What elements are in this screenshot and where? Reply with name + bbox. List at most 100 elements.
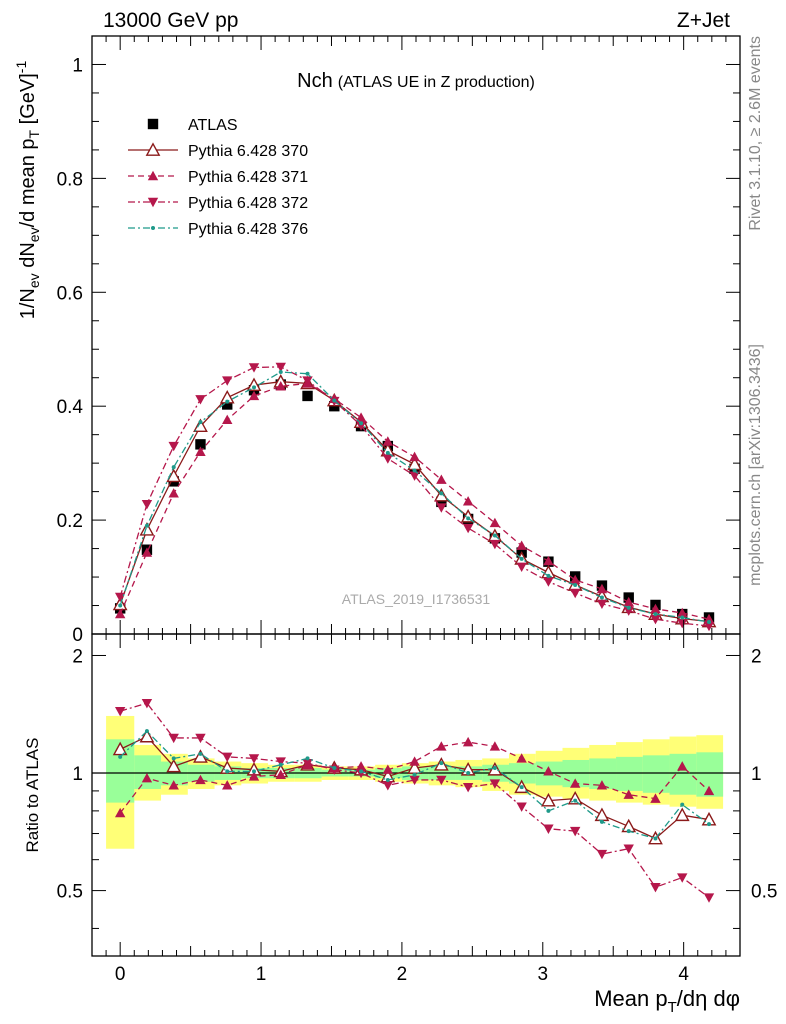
ratio-data-point — [541, 792, 556, 807]
series-0 — [114, 379, 715, 623]
data-point — [168, 441, 179, 452]
ratio-data-point — [516, 753, 527, 763]
y-tick-label: 1 — [72, 55, 83, 76]
data-point — [412, 468, 417, 473]
data-point — [166, 468, 182, 483]
ratio-data-point — [626, 829, 631, 834]
ratio-data-point — [492, 766, 497, 771]
y-tick-label: 0.4 — [57, 397, 84, 418]
ratio-data-point — [436, 775, 447, 786]
x-axis-label: Mean pT/dη dφ — [594, 986, 740, 1016]
data-point — [302, 376, 313, 386]
ratio-data-point — [248, 754, 260, 764]
main-y-axis-label: 1/Nev dNev/d mean pT [GeV]-1 — [13, 61, 42, 320]
ratio-data-point — [623, 844, 634, 854]
ratio-data-point — [466, 771, 471, 776]
data-point — [680, 615, 685, 620]
ratio-data-point — [703, 785, 715, 796]
data-point — [516, 562, 527, 572]
ratio-data-point — [275, 757, 286, 767]
ratio-data-point — [680, 802, 685, 807]
data-point — [118, 603, 123, 608]
data-point — [492, 533, 497, 538]
x-tick-label: 4 — [678, 964, 689, 985]
data-point — [596, 599, 608, 610]
legend-label: Pythia 6.428 370 — [188, 143, 308, 160]
ratio-data-point — [385, 777, 390, 782]
data-point — [382, 436, 394, 446]
series-4 — [118, 370, 712, 625]
ratio-data-point — [594, 807, 610, 822]
data-point — [703, 613, 715, 624]
ratio-y-tick-label-right: 1 — [751, 764, 762, 785]
data-point — [599, 595, 604, 600]
data-point — [248, 390, 260, 401]
data-point — [543, 577, 554, 587]
data-point — [355, 412, 367, 422]
data-point — [139, 522, 155, 536]
data-point — [248, 363, 260, 373]
ratio-y-axis-label: Ratio to ATLAS — [23, 738, 42, 853]
ratio-series-1 — [114, 736, 715, 818]
ratio-data-point — [599, 819, 604, 824]
ratio-data-point — [112, 741, 128, 756]
y-tick-label: 0.2 — [57, 511, 83, 532]
ratio-data-point — [409, 775, 420, 786]
data-point — [332, 398, 337, 403]
x-tick-label: 3 — [537, 964, 548, 985]
ratio-data-point — [332, 766, 337, 771]
ratio-data-point — [195, 774, 206, 785]
ratio-data-point — [225, 769, 230, 774]
ratio-data-point — [567, 790, 583, 805]
ratio-series-line-3 — [119, 730, 710, 840]
data-point — [302, 390, 313, 402]
y-tick-label: 0.8 — [57, 169, 83, 190]
data-point — [466, 516, 471, 521]
data-point — [171, 465, 176, 470]
data-point — [626, 605, 631, 610]
data-point — [569, 588, 581, 599]
ratio-data-point — [462, 782, 474, 793]
legend-label: Pythia 6.428 371 — [188, 169, 308, 186]
series-1 — [112, 374, 717, 628]
x-tick-label: 2 — [397, 964, 408, 985]
ratio-data-point — [252, 769, 256, 774]
data-point — [569, 574, 581, 585]
ratio-data-point — [302, 758, 313, 769]
data-point — [355, 421, 367, 431]
plot-title: Nch (ATLAS UE in Z production) — [297, 70, 535, 92]
data-point — [623, 596, 634, 607]
ratio-data-point — [436, 741, 447, 751]
legend-marker — [147, 197, 159, 208]
data-point — [519, 556, 524, 561]
ratio-data-point — [222, 780, 233, 790]
ratio-data-point — [409, 756, 420, 766]
ratio-series-2 — [114, 698, 715, 903]
ratio-series-line-2 — [119, 702, 710, 899]
data-point — [141, 547, 153, 557]
ratio-y-tick-label-right: 0.5 — [751, 882, 777, 903]
data-point — [246, 377, 262, 392]
data-point — [596, 583, 608, 594]
ratio-data-point — [382, 764, 394, 774]
ratio-data-point — [674, 807, 690, 822]
series-3 — [114, 362, 715, 632]
data-point — [489, 517, 501, 528]
data-point — [198, 420, 203, 425]
data-point — [141, 499, 153, 510]
rivet-label: Rivet 3.1.10, ≥ 2.6M events — [747, 36, 764, 231]
ratio-data-point — [439, 761, 444, 766]
ratio-data-point — [596, 849, 608, 860]
ratio-data-point — [118, 754, 123, 759]
data-point — [144, 523, 149, 528]
data-point — [409, 471, 420, 481]
series-line-3 — [119, 366, 710, 627]
data-point — [436, 474, 447, 484]
energy-label: 13000 GeV pp — [103, 9, 238, 32]
data-point — [623, 606, 634, 616]
ratio-data-point — [677, 873, 688, 883]
data-point — [252, 385, 256, 390]
data-point — [543, 555, 554, 566]
ratio-data-point — [546, 808, 551, 813]
